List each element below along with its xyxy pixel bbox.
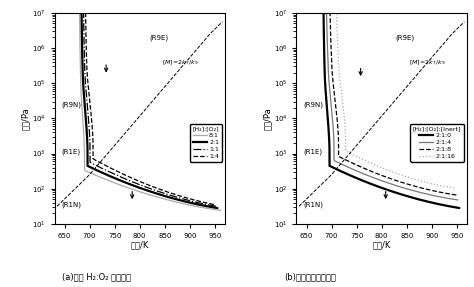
Text: $[M]\!=\!2k_7/k_9$: $[M]\!=\!2k_7/k_9$ (162, 58, 199, 67)
Text: (R9N): (R9N) (303, 101, 323, 108)
Text: (R9N): (R9N) (61, 101, 81, 108)
Legend: 2:1:0, 2:1:4, 2:1:8, 2:1:16: 2:1:0, 2:1:4, 2:1:8, 2:1:16 (410, 124, 464, 162)
Text: (R1N): (R1N) (61, 201, 81, 208)
Text: (b)作为惰性比的函数: (b)作为惰性比的函数 (284, 272, 336, 281)
Text: (R1E): (R1E) (61, 149, 80, 155)
X-axis label: 温度/K: 温度/K (373, 240, 391, 249)
Text: (R1N): (R1N) (303, 201, 323, 208)
Text: $[M]\!=\!2k_7/k_9$: $[M]\!=\!2k_7/k_9$ (409, 58, 446, 67)
Legend: 8:1, 2:1, 1:1, 1:4: 8:1, 2:1, 1:1, 1:4 (190, 124, 222, 162)
Y-axis label: 压力/Pa: 压力/Pa (21, 107, 30, 130)
Text: (R1E): (R1E) (303, 149, 322, 155)
Y-axis label: 压力/Pa: 压力/Pa (263, 107, 272, 130)
X-axis label: 温度/K: 温度/K (130, 240, 149, 249)
Text: (R9E): (R9E) (150, 34, 169, 41)
Text: (a)作为 H₂:O₂ 比的函数: (a)作为 H₂:O₂ 比的函数 (62, 272, 131, 281)
Text: (R9E): (R9E) (396, 34, 415, 41)
